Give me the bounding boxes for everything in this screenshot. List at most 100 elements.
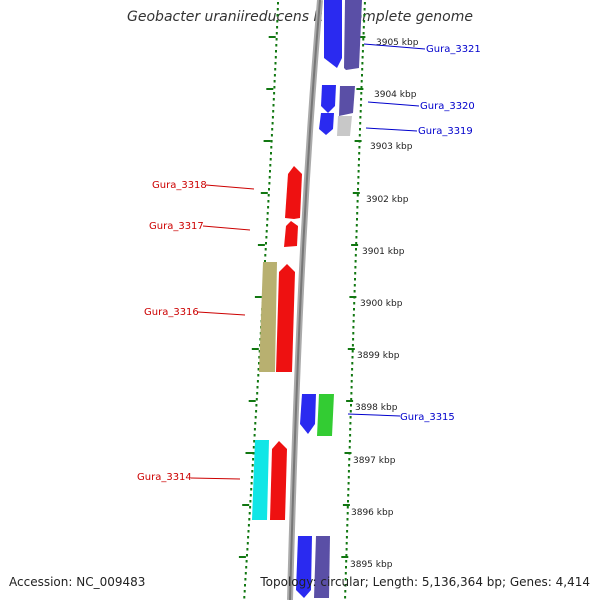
right-arc-tick bbox=[356, 88, 364, 90]
arc-dot bbox=[349, 428, 352, 431]
arc-dot bbox=[355, 242, 358, 245]
gene-gura-3313[interactable] bbox=[296, 536, 312, 598]
arc-dot bbox=[344, 578, 347, 581]
arc-dot bbox=[355, 236, 358, 239]
arc-dot bbox=[344, 584, 347, 587]
arc-dot bbox=[264, 248, 267, 251]
right-arc-tick bbox=[352, 192, 360, 194]
right-arc-tick bbox=[341, 556, 349, 558]
arc-dot bbox=[270, 146, 273, 149]
arc-dot bbox=[354, 254, 357, 257]
accession-text: Accession: NC_009483 bbox=[9, 575, 146, 589]
arc-dot bbox=[267, 200, 270, 203]
gene-gura-3312[interactable] bbox=[314, 536, 330, 598]
arc-dot bbox=[264, 260, 266, 263]
arc-dot bbox=[268, 188, 270, 191]
arc-dot bbox=[247, 524, 250, 527]
gene-gura-3316[interactable] bbox=[276, 264, 295, 372]
arc-dot bbox=[245, 560, 248, 563]
gene-label-gura-3321[interactable]: Gura_3321 bbox=[426, 44, 481, 55]
gene-label-gura-3320[interactable]: Gura_3320 bbox=[420, 101, 475, 112]
arc-dot bbox=[347, 500, 349, 503]
left-arc-tick bbox=[266, 88, 274, 90]
arc-dot bbox=[267, 194, 270, 197]
arc-dot bbox=[272, 110, 275, 113]
arc-dot bbox=[270, 152, 272, 155]
right-arc-tick bbox=[358, 36, 366, 38]
gene-gura-3320-left[interactable] bbox=[321, 85, 336, 113]
arc-dot bbox=[345, 536, 348, 539]
arc-dot bbox=[268, 176, 271, 179]
arc-dot bbox=[265, 230, 268, 233]
arc-dot bbox=[358, 158, 360, 161]
arc-dot bbox=[351, 362, 354, 365]
gene-label-gura-3316[interactable]: Gura_3316 bbox=[144, 307, 199, 318]
arc-dot bbox=[352, 326, 355, 329]
scale-tick-label: 3896 kbp bbox=[351, 508, 394, 518]
gene-gura-3314-cyan[interactable] bbox=[252, 440, 269, 520]
arc-dot bbox=[349, 434, 352, 437]
gene-gura-3315-left[interactable] bbox=[300, 394, 316, 434]
arc-dot bbox=[362, 44, 365, 47]
arc-dot bbox=[270, 140, 273, 143]
gene-label-gura-3318[interactable]: Gura_3318 bbox=[152, 180, 207, 191]
arc-dot bbox=[352, 314, 355, 317]
scale-tick-label: 3901 kbp bbox=[362, 247, 405, 257]
arc-dot bbox=[267, 206, 270, 209]
arc-dot bbox=[276, 20, 279, 23]
right-arc-tick bbox=[346, 400, 354, 402]
gene-label-gura-3314[interactable]: Gura_3314 bbox=[137, 472, 192, 483]
gene-gura-3316-olive[interactable] bbox=[259, 262, 277, 372]
right-arc-tick bbox=[349, 296, 357, 298]
arc-dot bbox=[256, 380, 259, 383]
arc-dot bbox=[345, 554, 348, 557]
arc-dot bbox=[344, 590, 347, 593]
arc-dot bbox=[254, 416, 257, 419]
arc-dot bbox=[252, 452, 255, 455]
arc-dot bbox=[352, 320, 355, 323]
gene-gura-3320[interactable] bbox=[339, 86, 355, 116]
arc-dot bbox=[246, 542, 249, 545]
arc-dot bbox=[272, 104, 275, 107]
arc-dot bbox=[344, 596, 347, 599]
arc-dot bbox=[350, 386, 353, 389]
gene-gura-3318[interactable] bbox=[285, 166, 302, 219]
arc-dot bbox=[243, 596, 246, 599]
gene-gura-3314[interactable] bbox=[270, 441, 287, 520]
gene-gura-3321[interactable] bbox=[344, 0, 362, 70]
scale-tick-label: 3903 kbp bbox=[370, 142, 413, 152]
arc-dot bbox=[349, 410, 352, 413]
gene-features bbox=[252, 0, 362, 598]
arc-dot bbox=[358, 146, 361, 149]
gene-gura-3319[interactable] bbox=[337, 116, 352, 136]
arc-dot bbox=[359, 116, 362, 119]
arc-dot bbox=[256, 392, 259, 395]
arc-dot bbox=[348, 446, 351, 449]
arc-dot bbox=[244, 584, 246, 587]
arc-dot bbox=[354, 278, 356, 281]
scale-tick-label: 3900 kbp bbox=[360, 299, 403, 309]
gene-gura-3317[interactable] bbox=[284, 221, 298, 247]
arc-dot bbox=[251, 464, 254, 467]
gene-label-gura-3319[interactable]: Gura_3319 bbox=[418, 126, 473, 137]
arc-dot bbox=[255, 410, 258, 413]
gene-label-leaders bbox=[190, 43, 426, 480]
arc-dot bbox=[360, 86, 363, 89]
gene-label-gura-3315[interactable]: Gura_3315 bbox=[400, 412, 455, 423]
arc-dot bbox=[353, 302, 356, 305]
gene-gura-3315[interactable] bbox=[317, 394, 334, 436]
arc-dot bbox=[277, 2, 279, 5]
arc-dot bbox=[347, 482, 350, 485]
arc-dot bbox=[253, 434, 256, 437]
arc-dot bbox=[362, 32, 365, 35]
arc-dot bbox=[347, 494, 350, 497]
arc-dot bbox=[250, 482, 253, 485]
genome-summary-text: Topology: circular; Length: 5,136,364 bp… bbox=[260, 575, 590, 589]
arc-dot bbox=[351, 344, 354, 347]
arc-dot bbox=[276, 26, 279, 29]
gene-gura-3319-left[interactable] bbox=[319, 113, 334, 135]
gene-gura-3322[interactable] bbox=[324, 0, 342, 68]
arc-dot bbox=[360, 92, 363, 95]
gene-label-gura-3317[interactable]: Gura_3317 bbox=[149, 221, 204, 232]
